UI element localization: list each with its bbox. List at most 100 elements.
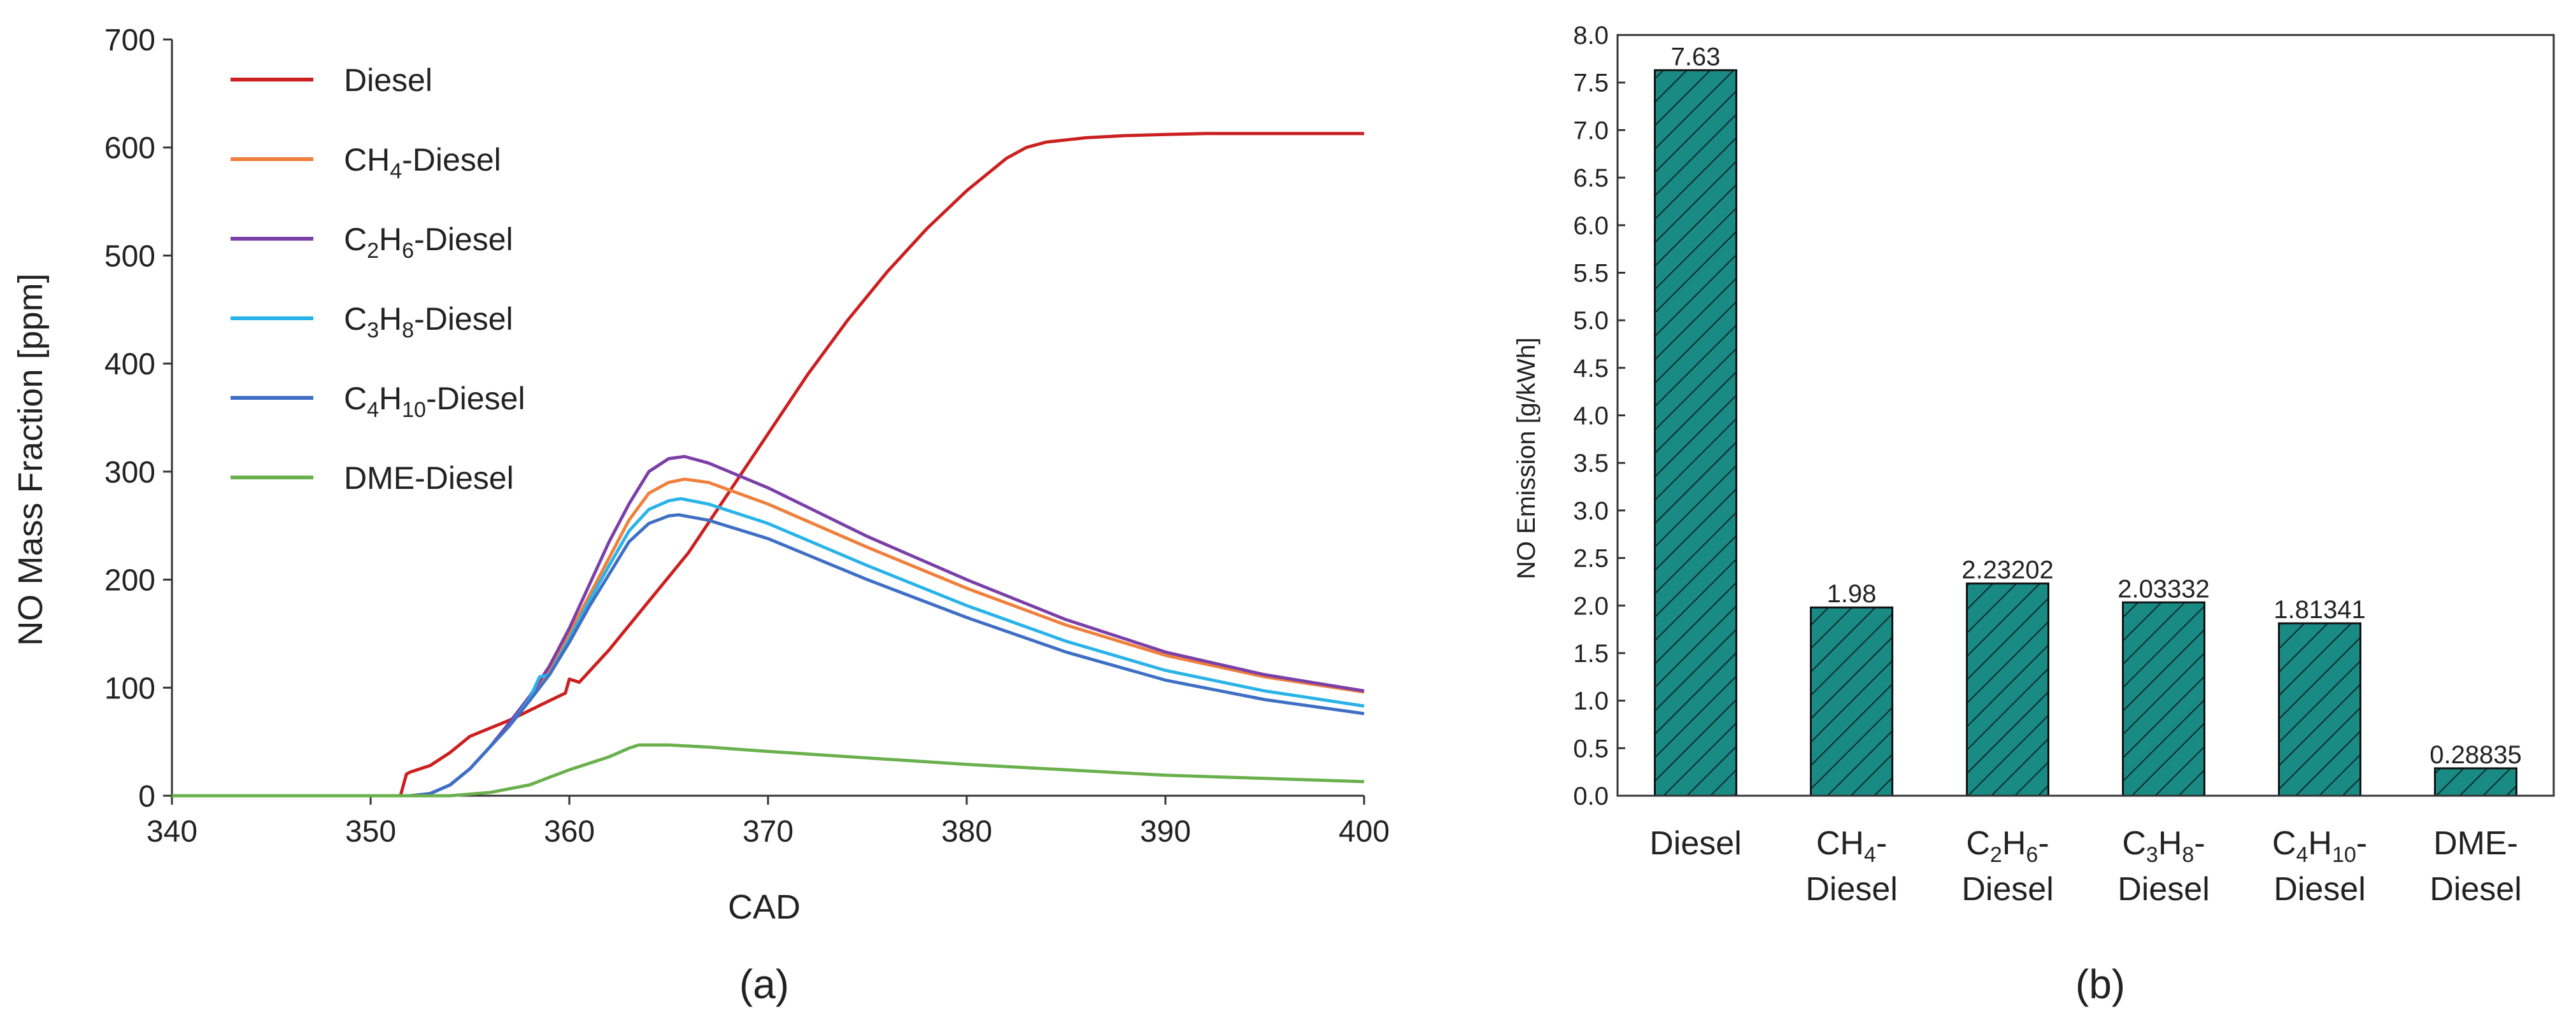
text-run: Diesel <box>2430 871 2522 908</box>
panel-label-a: (a) <box>739 961 789 1007</box>
text-run: - <box>2194 825 2205 862</box>
y-tick-label: 8.0 <box>1573 22 1609 50</box>
text-run: H <box>2158 825 2182 862</box>
y-tick-label: 3.0 <box>1573 497 1609 525</box>
bar-chart-y-axis-label: NO Emission [g/kWh] <box>1512 337 1541 579</box>
bar-chart-value-labels: 7.63 1.98 2.23202 2.03332 1.81341 0.28835 <box>1671 43 2522 769</box>
bar-value-label: 1.98 <box>1827 580 1877 608</box>
bar-chart-bars <box>1654 69 2517 797</box>
line-chart-y-ticks: 0 100 200 300 400 500 600 700 <box>104 24 172 814</box>
text-run: Diesel <box>1649 825 1742 862</box>
category-label-line: DME- <box>2433 825 2518 862</box>
y-tick-label: 400 <box>104 348 155 381</box>
y-tick-label: 200 <box>104 564 155 598</box>
y-tick-label: 5.0 <box>1573 307 1609 335</box>
series-line-diesel <box>172 132 1364 798</box>
bar-chart-category-labels: Diesel CH4-DieselC2H6-DieselC3H8-DieselC4… <box>1649 825 2522 908</box>
text-run: C <box>1966 825 1990 862</box>
category-label-line: Diesel <box>2117 871 2210 908</box>
bar <box>1966 582 2049 797</box>
category-label: DME- Diesel <box>2430 825 2522 908</box>
bar-chart-y-ticks: 0.0 0.5 1.0 1.5 2.0 2.5 3.0 3.5 4.0 4.5 5.0 5.5 6.0 6… <box>1573 22 1625 810</box>
category-label: C3H8- Diesel <box>2117 825 2210 908</box>
text-run: DME-Diesel <box>344 460 514 496</box>
panel-label-b: (b) <box>2075 961 2125 1007</box>
plot-frame <box>1616 34 2555 797</box>
category-label-line: C3H8- <box>2122 825 2205 867</box>
text-run: -Diesel <box>402 142 501 178</box>
y-tick-label: 500 <box>104 239 155 273</box>
series-line-dme-diesel <box>172 743 1365 798</box>
subscript: 4 <box>1864 843 1876 867</box>
line-chart-x-axis-label: CAD <box>728 888 801 926</box>
y-tick-label: 600 <box>104 132 155 166</box>
line-chart-series <box>172 132 1365 798</box>
category-label-line: Diesel <box>1805 871 1898 908</box>
line-chart-legend: DieselCH4-DieselC2H6-DieselC3H8-DieselC4… <box>231 62 525 496</box>
y-tick-label: 1.0 <box>1573 688 1609 716</box>
text-run: Diesel <box>1961 871 2054 908</box>
bar-value-label: 2.03332 <box>2117 575 2210 603</box>
series-line-c2h6-diesel <box>172 455 1365 798</box>
bar-value-label: 0.28835 <box>2430 741 2522 769</box>
subscript: 4 <box>390 159 402 183</box>
line-chart-y-axis-label: NO Mass Fraction [ppm] <box>11 273 50 646</box>
subscript: 2 <box>1990 843 2002 867</box>
y-tick-label: 5.5 <box>1573 259 1609 287</box>
subscript: 8 <box>402 318 414 342</box>
line-chart-x-ticks: 340 350 360 370 380 390 400 <box>146 796 1390 849</box>
text-run: H <box>379 301 402 337</box>
y-tick-label: 0.0 <box>1573 782 1609 810</box>
text-run: - <box>2356 825 2367 862</box>
text-run: C <box>344 301 367 337</box>
category-label-line: Diesel <box>1961 871 2054 908</box>
subscript: 2 <box>367 239 379 263</box>
x-tick-label: 340 <box>146 815 197 849</box>
text-run: -Diesel <box>414 301 513 337</box>
y-tick-label: 7.0 <box>1573 116 1609 145</box>
text-run: H <box>2002 825 2026 862</box>
category-label-line: Diesel <box>2274 871 2366 908</box>
x-tick-label: 400 <box>1339 815 1390 849</box>
y-tick-label: 0 <box>138 780 155 814</box>
category-label-line: CH4- <box>1816 825 1887 867</box>
text-run: - <box>2038 825 2049 862</box>
category-label: Diesel <box>1649 825 1742 862</box>
y-tick-label: 100 <box>104 672 155 705</box>
series-line-c4h10-diesel <box>172 513 1365 798</box>
bar-value-label: 7.63 <box>1671 43 1721 71</box>
text-run: Diesel <box>344 62 432 98</box>
subscript: 4 <box>367 398 379 422</box>
y-tick-label: 700 <box>104 24 155 57</box>
subscript: 8 <box>2182 843 2194 867</box>
bar <box>1654 69 1737 797</box>
bar <box>2278 622 2361 797</box>
subscript: 6 <box>2026 843 2038 867</box>
series-line-ch4-diesel <box>172 477 1365 798</box>
text-run: C <box>344 381 367 416</box>
legend-label: CH4-Diesel <box>344 142 501 183</box>
category-label-line: C4H10- <box>2272 825 2367 867</box>
y-tick-label: 2.0 <box>1573 592 1609 620</box>
bar-value-label: 2.23202 <box>1961 556 2054 584</box>
bar-chart-axes <box>1616 34 2555 797</box>
category-label: C4H10- Diesel <box>2272 825 2367 908</box>
category-label-line: Diesel <box>1649 825 1742 862</box>
x-tick-label: 350 <box>345 815 396 849</box>
text-run: C <box>2122 825 2146 862</box>
x-tick-label: 370 <box>743 815 793 849</box>
text-run: H <box>379 222 402 257</box>
text-run: C <box>344 222 367 257</box>
subscript: 3 <box>2146 843 2158 867</box>
y-tick-label: 6.0 <box>1573 212 1609 240</box>
category-label: C2H6- Diesel <box>1961 825 2054 908</box>
y-tick-label: 2.5 <box>1573 545 1609 573</box>
bar-value-label: 1.81341 <box>2274 596 2366 624</box>
line-chart-panel: 0 100 200 300 400 500 600 700 340 350 360 370 380 39… <box>11 24 1390 1007</box>
legend-label: DME-Diesel <box>344 460 514 496</box>
y-tick-label: 7.5 <box>1573 69 1609 97</box>
category-label: CH4- Diesel <box>1805 825 1898 908</box>
text-run: H <box>379 381 402 416</box>
y-tick-label: 3.5 <box>1573 449 1609 477</box>
